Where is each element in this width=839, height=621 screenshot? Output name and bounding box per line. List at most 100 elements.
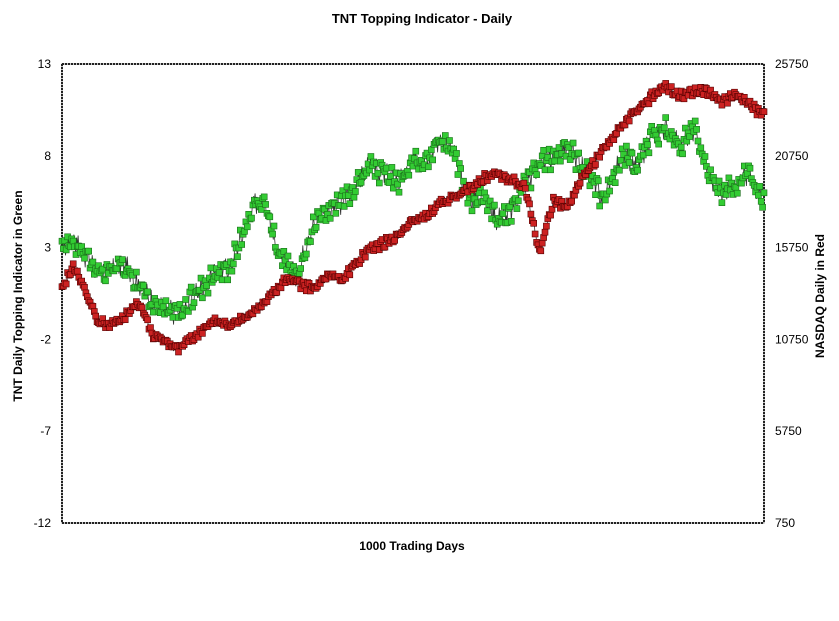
data-point xyxy=(667,83,675,90)
data-point xyxy=(340,203,348,210)
data-point xyxy=(701,153,709,160)
data-point xyxy=(662,114,670,121)
data-point xyxy=(391,237,399,244)
data-point xyxy=(544,154,552,161)
data-point xyxy=(453,150,460,157)
data-point xyxy=(215,269,223,277)
data-point xyxy=(389,184,397,192)
data-point xyxy=(374,169,382,177)
data-point xyxy=(686,133,693,140)
data-point xyxy=(159,303,167,311)
data-point xyxy=(357,179,365,186)
data-point xyxy=(576,179,584,187)
data-point xyxy=(551,157,559,165)
data-point xyxy=(162,297,170,305)
data-point xyxy=(326,215,334,222)
data-point xyxy=(175,348,182,356)
data-point xyxy=(759,204,766,211)
data-point xyxy=(230,260,237,268)
data-point xyxy=(760,108,768,115)
data-point xyxy=(439,138,446,145)
data-point xyxy=(746,164,754,172)
data-point xyxy=(537,162,545,169)
data-point xyxy=(715,177,723,185)
data-point xyxy=(541,166,549,174)
right-tick-label: 5750 xyxy=(775,424,802,438)
data-point xyxy=(133,268,140,276)
data-point xyxy=(429,156,437,164)
right-tick-label: 25750 xyxy=(775,57,809,71)
data-point xyxy=(190,299,198,307)
data-point xyxy=(620,151,627,158)
right-axis-ticks: 25750 20750 15750 10750 5750 750 xyxy=(775,57,809,530)
data-point xyxy=(679,150,686,158)
data-point xyxy=(248,214,255,222)
data-point xyxy=(367,153,375,160)
chart-title: TNT Topping Indicator - Daily xyxy=(332,11,513,26)
data-point xyxy=(238,241,245,248)
data-point xyxy=(718,101,726,109)
data-point xyxy=(388,164,396,171)
data-point xyxy=(350,193,358,201)
data-point xyxy=(385,179,393,186)
data-point xyxy=(121,316,129,324)
data-point xyxy=(499,210,507,217)
data-point xyxy=(150,308,157,316)
data-point xyxy=(224,276,231,284)
data-point xyxy=(693,126,700,133)
data-point xyxy=(724,99,731,107)
data-point xyxy=(81,254,88,262)
data-point xyxy=(352,188,359,195)
data-point xyxy=(381,243,389,251)
data-point xyxy=(62,280,70,288)
data-point xyxy=(464,199,472,207)
data-point xyxy=(102,277,109,285)
data-point xyxy=(655,140,663,148)
data-point xyxy=(446,137,453,144)
data-point xyxy=(540,147,547,154)
data-point xyxy=(538,239,546,247)
data-point xyxy=(527,184,535,192)
data-point xyxy=(266,213,274,221)
data-point xyxy=(138,304,146,312)
data-point xyxy=(387,172,394,180)
data-point xyxy=(405,171,413,179)
data-point xyxy=(644,141,651,148)
data-point xyxy=(199,294,206,302)
data-point xyxy=(425,163,432,171)
right-tick-label: 20750 xyxy=(775,149,809,163)
data-point xyxy=(513,205,521,212)
data-point xyxy=(395,188,403,196)
data-point xyxy=(204,289,212,297)
series-tnt-indicator xyxy=(58,114,768,325)
data-point xyxy=(703,163,710,170)
data-point xyxy=(309,213,317,221)
data-point xyxy=(361,253,369,261)
data-point xyxy=(78,243,85,250)
data-point xyxy=(81,283,88,291)
data-point xyxy=(530,220,538,227)
data-point xyxy=(760,189,768,197)
data-point xyxy=(74,267,81,275)
data-point xyxy=(270,222,278,230)
data-point xyxy=(302,250,310,258)
data-point xyxy=(147,324,154,331)
data-point xyxy=(507,218,515,225)
data-point xyxy=(244,223,251,231)
data-point xyxy=(634,166,641,174)
data-point xyxy=(541,228,549,236)
data-point xyxy=(468,207,476,215)
data-point xyxy=(548,205,556,213)
data-point xyxy=(625,159,633,166)
data-point xyxy=(594,177,602,185)
data-point xyxy=(199,330,206,337)
left-tick-label: -2 xyxy=(40,332,51,346)
data-point xyxy=(645,149,653,157)
data-point xyxy=(140,282,147,289)
data-point xyxy=(575,149,583,157)
data-point xyxy=(280,248,288,255)
data-point xyxy=(697,144,705,152)
data-point xyxy=(484,207,491,215)
data-point xyxy=(756,183,764,190)
data-point xyxy=(565,144,573,151)
